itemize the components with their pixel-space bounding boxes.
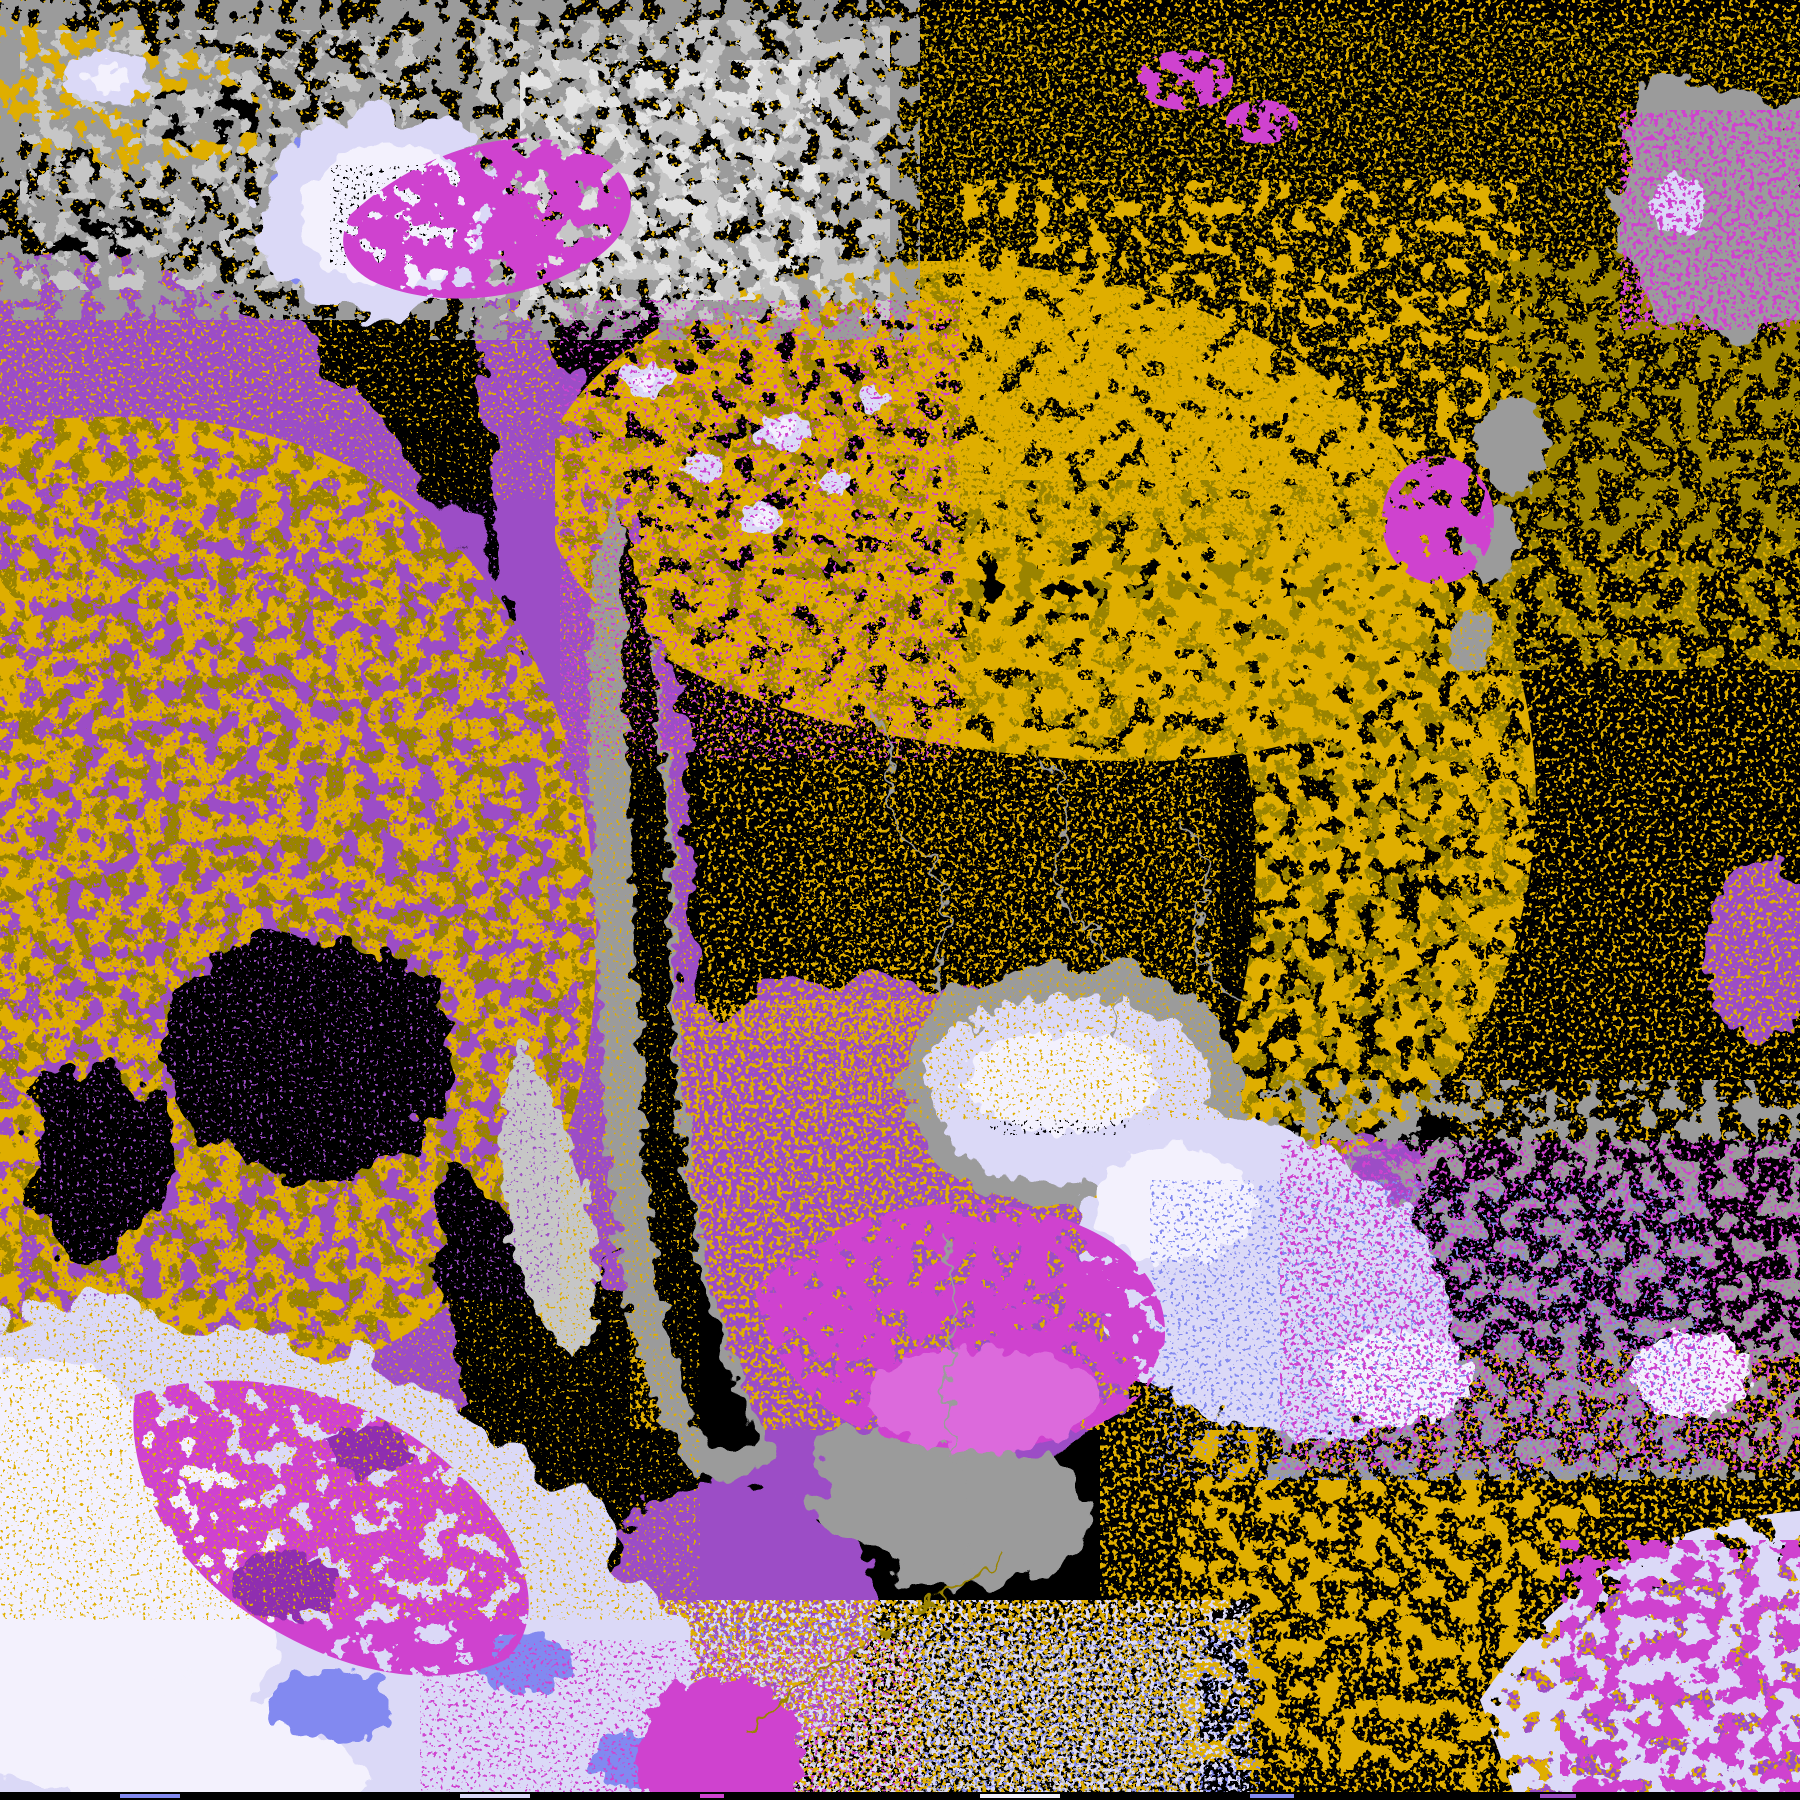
- edge-dash-3: [700, 1794, 724, 1798]
- gray-cell-chain-1: [1478, 397, 1546, 493]
- topleft-mini-cloud-core: [86, 64, 130, 92]
- center-south-gray-fringe: [815, 1423, 1084, 1587]
- spiral-purple-salt: [40, 500, 560, 1300]
- bottom-edge-bar: [0, 1792, 1800, 1800]
- edge-dash-6: [1540, 1794, 1576, 1798]
- frame-edge-layer: [0, 1792, 1800, 1800]
- topright-gold-clumps: [960, 180, 1520, 480]
- river-contour: [943, 1234, 971, 1591]
- bottom-strip-magenta: [420, 1640, 920, 1800]
- bl-white-mass-2: [60, 1676, 368, 1800]
- bl-periwinkle-patch-1: [268, 1669, 392, 1741]
- topright-magenta-spot-2: [1226, 100, 1298, 144]
- brazil-gold-salt: [800, 600, 1500, 1120]
- righttop-magenta-mottle: [1620, 110, 1800, 330]
- right-magenta-patch: [1382, 456, 1494, 584]
- edge-dash-5: [1250, 1794, 1294, 1798]
- edge-dash-2: [460, 1794, 530, 1798]
- edge-dash-4: [980, 1794, 1060, 1798]
- topleft-magenta-band: [343, 138, 631, 299]
- center-south-pink-core: [870, 1348, 1100, 1452]
- edge-dash-1: [120, 1794, 180, 1798]
- br-magenta-mottle: [1560, 1540, 1800, 1800]
- global-speckle-layer: [0, 420, 1500, 1620]
- coast-contour-south: [744, 1553, 1006, 1736]
- topright-magenta-spot-1: [1137, 50, 1233, 110]
- se-band-magenta-mottle: [1280, 1140, 1800, 1470]
